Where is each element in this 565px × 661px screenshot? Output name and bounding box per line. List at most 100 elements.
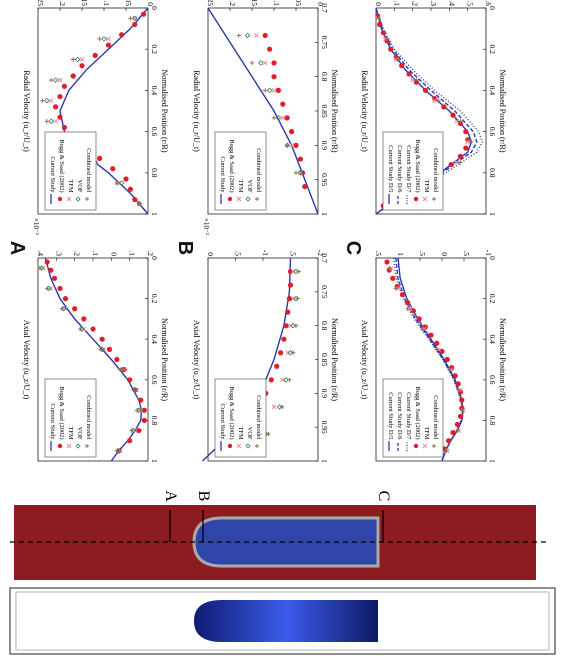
data-point [49, 77, 54, 83]
data-point [44, 286, 50, 291]
data-point [293, 268, 299, 275]
legend-label: Current Study D/7 [405, 145, 412, 193]
legend-swatch [432, 444, 436, 448]
section-label-C: C [375, 491, 392, 502]
legend: Current Study Bugg & Saad (2002) TFM VOF Com… [214, 131, 267, 211]
series-line [392, 257, 463, 462]
data-point [48, 267, 54, 273]
legend-label: Combined model [432, 148, 439, 192]
data-point [465, 139, 471, 145]
data-point [267, 46, 273, 52]
data-point [118, 367, 123, 372]
data-point [44, 97, 50, 104]
plot-axial-A: 00.20.40.60.81-0.2-0.100.10.20.30.4Norma… [22, 250, 169, 463]
data-point [280, 101, 286, 107]
legend-label: Combined model [85, 395, 92, 439]
x-tick-label: 1 [150, 459, 159, 463]
x-tick-label: 0.85 [320, 104, 329, 117]
data-point [287, 268, 294, 275]
x-tick-label: 0.9 [320, 141, 329, 151]
data-point [70, 73, 76, 79]
legend-swatch [236, 196, 242, 202]
legend-swatch [66, 196, 72, 202]
data-point [455, 381, 461, 387]
data-point [458, 160, 463, 165]
data-point [127, 377, 133, 383]
x-tick-label: 0.8 [150, 416, 159, 426]
x-axis-label: Normalised Position (r/R) [330, 318, 339, 401]
x-tick-label: 0.75 [320, 36, 329, 49]
x-tick-label: 0.8 [320, 72, 329, 82]
x-tick-label: 0.6 [488, 127, 497, 137]
data-point [53, 104, 59, 110]
data-point [98, 347, 103, 352]
y-tick-label: 0 [374, 2, 383, 6]
data-point [460, 408, 465, 413]
data-point [285, 143, 290, 148]
series-line [207, 7, 319, 215]
data-point [249, 60, 255, 66]
x-tick-label: 0.7 [320, 3, 329, 13]
data-point [279, 377, 285, 383]
legend: Current Study Bugg & Saad (2002) TFM VOF Com… [214, 378, 267, 458]
legend: Current Study Bugg & Saad (2002) TFM VOF Com… [44, 131, 97, 211]
plot-axial-C: 0 0.2 0.4 0.6 0.8 1 -1 -0.5 0 0.5 1 1.5 Normalised P… [360, 250, 507, 463]
y-tick-label: -1 [261, 250, 270, 256]
legend-label: Current Study D/6 [396, 392, 403, 439]
data-point [297, 170, 304, 176]
plot-frame [375, 257, 487, 462]
data-point [454, 118, 460, 124]
data-point [132, 15, 138, 21]
data-point [62, 296, 69, 302]
y-tick-label: 0.15 [80, 0, 89, 6]
y-tick-label: 0 [206, 252, 215, 256]
data-point [434, 340, 440, 346]
panel-letter-C: C [342, 240, 365, 256]
legend-swatch [66, 443, 72, 449]
section-cut-C: C [375, 491, 392, 542]
data-point [452, 373, 458, 379]
legend-swatch [227, 196, 233, 202]
y-tick-label: -0.1 [128, 250, 137, 256]
data-point [456, 387, 461, 393]
exponent-label: ×10⁻² [202, 218, 210, 235]
y-tick-label: -0.2 [411, 0, 420, 6]
chart-radial-C: 0 0.2 0.4 0.6 0.8 1 -0.6 -0.5 -0.4 -0.3 -0.2 -0.1 0 N… [360, 0, 507, 216]
y-tick-label: 1 [396, 252, 405, 256]
data-point [244, 32, 251, 39]
y-tick-label: 0.5 [418, 250, 427, 256]
x-tick-label: 0 [150, 6, 159, 10]
section-label-B: B [195, 491, 212, 502]
data-point [254, 33, 259, 38]
data-point [422, 87, 429, 93]
series-combined-model [387, 265, 465, 454]
data-point [114, 448, 120, 454]
x-tick-label: 1 [320, 459, 329, 463]
legend-swatch [422, 196, 428, 202]
data-point [457, 413, 464, 419]
series-tfm [254, 33, 303, 176]
x-tick-label: 1 [488, 459, 497, 463]
data-point [131, 387, 136, 393]
legend: Current Study D/5 Current Study D/6 Curren… [382, 131, 444, 211]
data-point [271, 115, 277, 121]
y-tick-label: -2 [316, 250, 325, 256]
data-point [266, 87, 273, 94]
data-point [51, 275, 58, 281]
series-combined-model [266, 269, 301, 437]
data-point [141, 407, 147, 413]
data-point [101, 36, 107, 42]
data-point [450, 112, 456, 118]
data-point [99, 336, 105, 342]
x-tick-label: 0.2 [150, 45, 159, 55]
legend-swatch [432, 197, 436, 201]
legend-label: TFM [67, 179, 74, 192]
tube-section [10, 505, 548, 580]
data-point [441, 104, 447, 110]
y-axis-label: Radial Velocity (u_r/U_t) [360, 70, 369, 152]
data-point [44, 259, 50, 265]
data-point [118, 180, 125, 186]
legend-swatch [245, 443, 251, 449]
x-axis-label: Normalised Position (r/R) [160, 318, 169, 401]
data-point [77, 326, 83, 332]
